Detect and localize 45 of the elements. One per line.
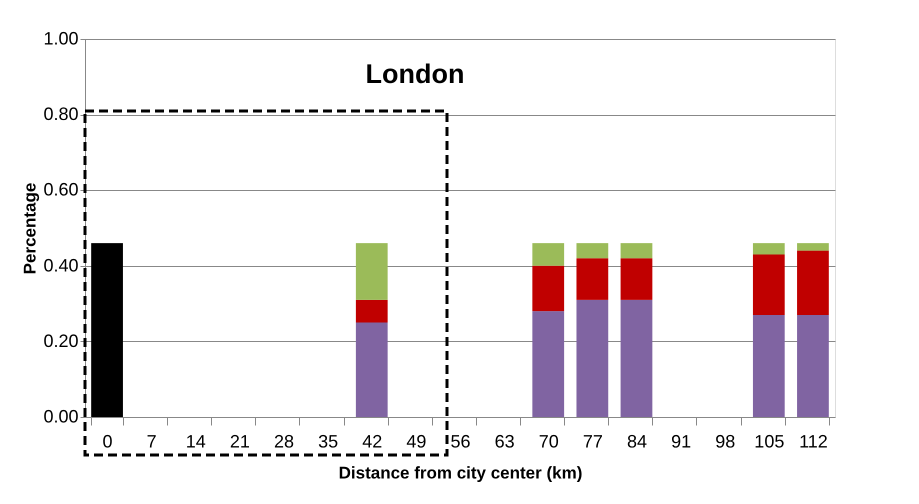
x-tick-label: 42: [362, 432, 382, 452]
y-tick-label: 0.60: [43, 180, 78, 200]
bar: [620, 258, 652, 300]
bar: [576, 243, 608, 258]
bar: [356, 322, 388, 417]
bar: [356, 300, 388, 322]
y-tick-label: 0.80: [43, 104, 78, 124]
x-tick-label: 70: [538, 432, 559, 452]
bar: [620, 300, 652, 417]
x-tick-label: 28: [274, 432, 294, 452]
x-tick-label: 63: [494, 432, 515, 452]
bar: [532, 243, 564, 266]
x-axis-title: Distance from city center (km): [338, 464, 582, 482]
x-tick-label: 105: [754, 432, 784, 452]
y-tick-label: 0.40: [43, 255, 78, 276]
x-tick-label: 0: [102, 432, 113, 452]
x-tick-label: 35: [318, 432, 338, 452]
x-tick-label: 56: [450, 432, 471, 452]
x-tick-label: 7: [146, 432, 157, 452]
bar: [576, 300, 608, 417]
text: London: [366, 59, 464, 89]
x-tick-label: 112: [799, 432, 828, 452]
x-tick-label: 21: [230, 432, 250, 452]
y-tick-label: 0.20: [43, 330, 78, 351]
bar: [797, 250, 829, 315]
bar: [797, 314, 829, 417]
bar: [752, 254, 785, 315]
bar: [752, 243, 785, 254]
x-tick-label: 98: [715, 432, 736, 452]
bar: [532, 266, 564, 312]
bar: [532, 311, 564, 417]
bar: [356, 243, 388, 300]
x-tick-label: 49: [406, 432, 426, 452]
bar: [752, 314, 785, 417]
x-tick-label: 14: [186, 432, 206, 452]
x-tick-label: 91: [671, 432, 692, 452]
y-tick-label: 0.00: [43, 406, 78, 426]
bar: [797, 243, 829, 251]
bar: [620, 243, 652, 258]
bar: [91, 243, 123, 417]
x-tick-label: 84: [626, 432, 647, 452]
y-tick-label: 1.00: [43, 28, 78, 48]
x-tick-label: 77: [582, 432, 603, 452]
bar: [576, 258, 608, 300]
y-axis-title: Percentage: [20, 182, 40, 274]
